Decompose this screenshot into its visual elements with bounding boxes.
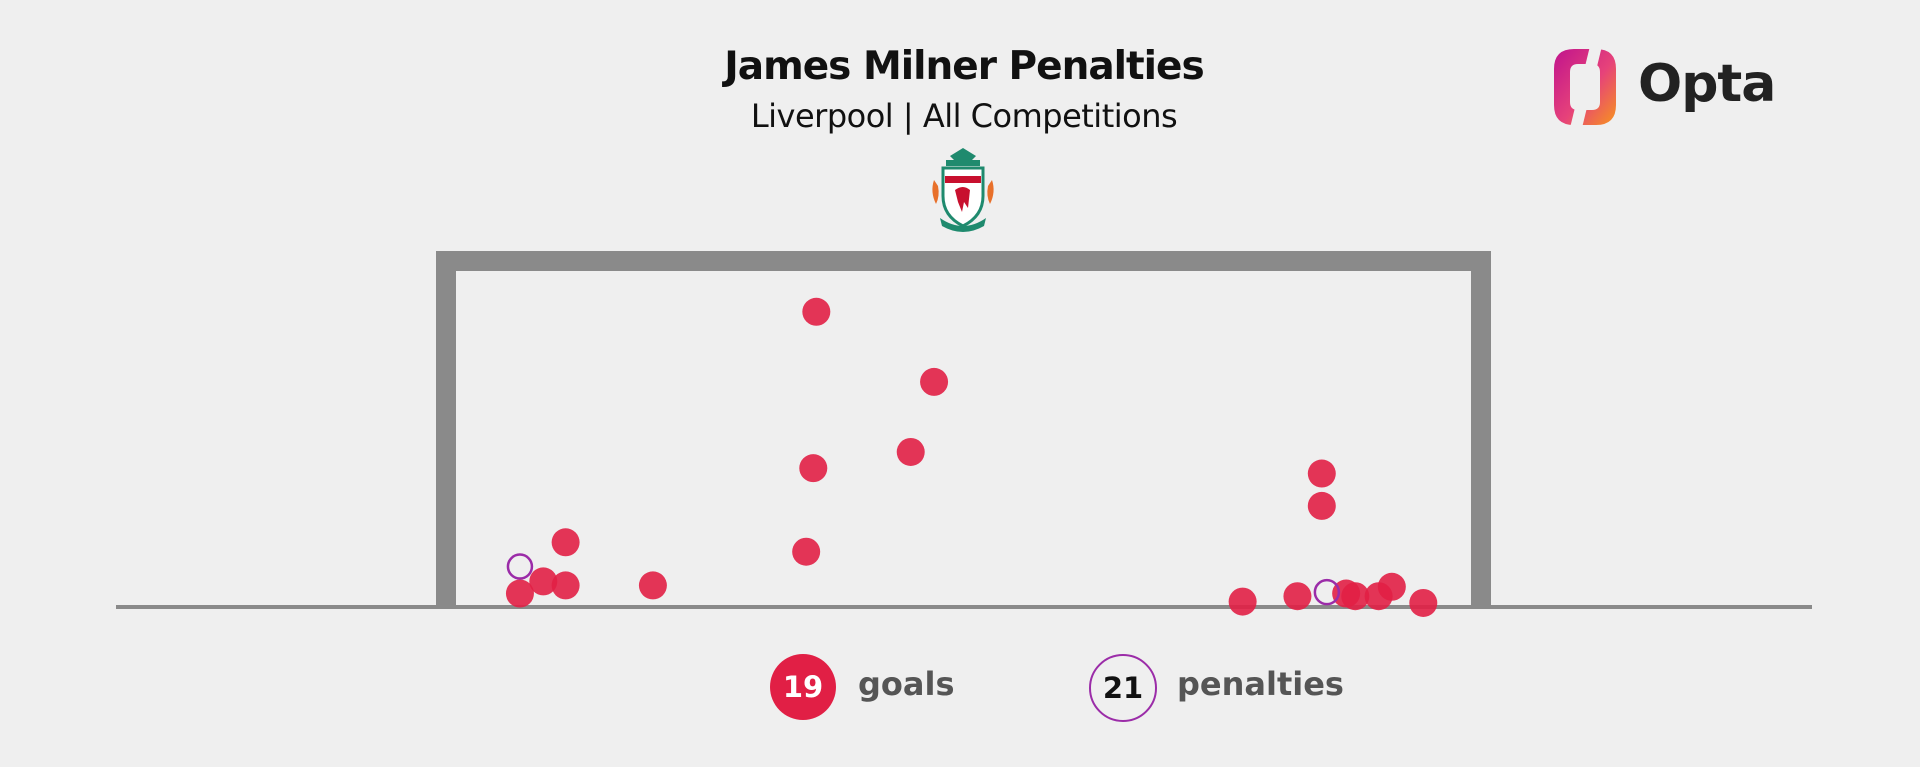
opta-mark-icon <box>1554 46 1616 128</box>
goal-frame <box>436 251 1491 607</box>
goals-label: goals <box>858 665 955 703</box>
chart-title: James Milner Penalties <box>724 44 1204 89</box>
goal-shot-marker-5 <box>638 571 667 600</box>
goal-shot-marker-12 <box>1283 582 1312 611</box>
liverpool-crest-logo <box>932 148 994 232</box>
goal-shot-marker-9 <box>896 437 925 466</box>
goal-shot-marker-11 <box>1228 587 1257 616</box>
goal-shot-marker-14 <box>1307 459 1336 488</box>
goal-shot-marker-19 <box>1409 588 1438 617</box>
goal-shot-marker-4 <box>551 528 580 557</box>
penalties-label: penalties <box>1177 665 1344 703</box>
goal-shot-marker-18 <box>1377 572 1406 601</box>
goal-shot-marker-6 <box>792 537 821 566</box>
goal-shot-marker-10 <box>920 367 949 396</box>
chart-subtitle: Liverpool | All Competitions <box>750 97 1178 135</box>
goal-shot-marker-1 <box>505 579 534 608</box>
shots-layer <box>505 297 1438 617</box>
goal-shot-marker-8 <box>802 297 831 326</box>
missed-shot-marker-1 <box>506 553 534 580</box>
penalties-count-badge: 21 <box>1089 654 1157 722</box>
goal-shot-marker-2 <box>529 567 558 596</box>
goal-shot-marker-7 <box>799 454 828 483</box>
goals-count-badge: 19 <box>770 654 836 720</box>
goal-shot-marker-13 <box>1307 491 1336 520</box>
opta-wordmark: Opta <box>1638 54 1776 114</box>
goal-shot-marker-16 <box>1341 582 1370 611</box>
opta-logo: Opta <box>1552 46 1776 128</box>
missed-shot-marker-2 <box>1313 578 1341 606</box>
goal-shot-marker-3 <box>551 571 580 600</box>
